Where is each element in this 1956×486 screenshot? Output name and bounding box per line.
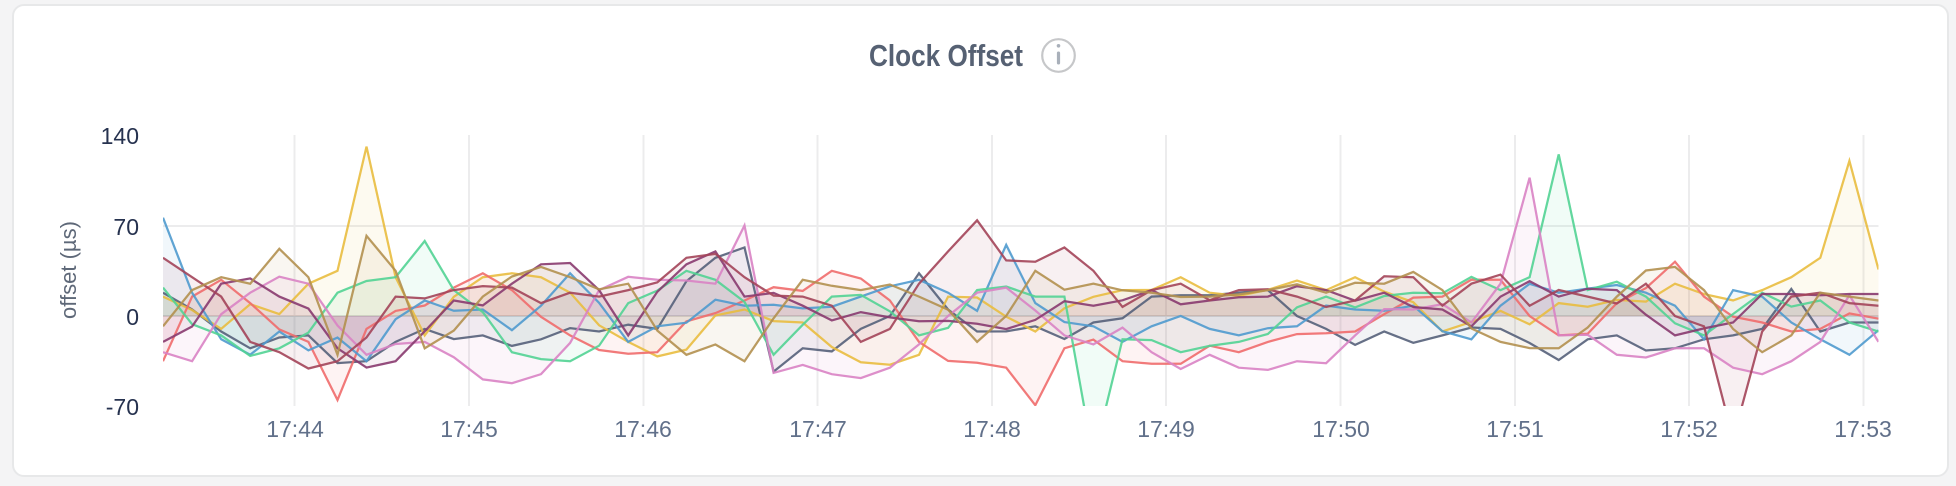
svg-text:140: 140 [101,123,139,149]
svg-text:17:49: 17:49 [1137,416,1195,442]
svg-text:17:52: 17:52 [1660,416,1718,442]
svg-text:17:51: 17:51 [1486,416,1544,442]
svg-text:offset (µs): offset (µs) [56,221,81,319]
svg-text:17:53: 17:53 [1834,416,1892,442]
svg-text:Clock Offset: Clock Offset [869,38,1023,73]
svg-text:0: 0 [126,304,139,330]
svg-text:17:45: 17:45 [440,416,498,442]
svg-text:17:46: 17:46 [614,416,672,442]
svg-text:-70: -70 [106,394,139,420]
svg-text:17:44: 17:44 [266,416,324,442]
svg-text:17:47: 17:47 [789,416,847,442]
svg-text:17:50: 17:50 [1312,416,1370,442]
svg-text:17:48: 17:48 [963,416,1021,442]
svg-text:70: 70 [113,214,139,240]
